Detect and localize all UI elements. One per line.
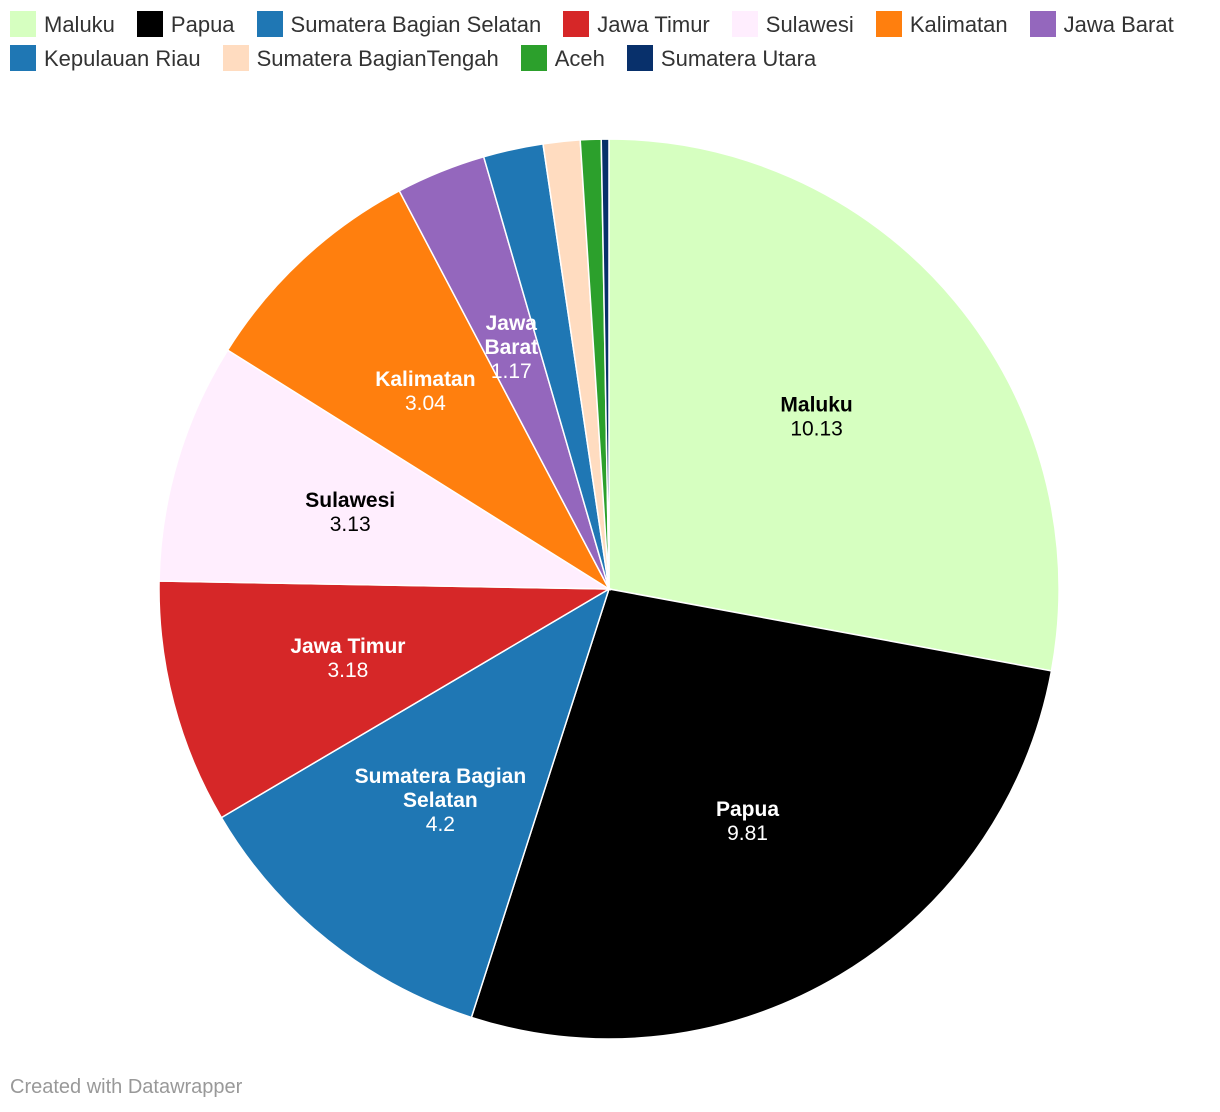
legend-label: Kalimatan <box>909 12 1008 37</box>
legend-item: Jawa Barat <box>1029 8 1174 42</box>
slice-value: 10.13 <box>790 417 843 440</box>
legend-swatch <box>563 11 590 37</box>
slice-value: 3.18 <box>327 659 368 682</box>
legend-swatch <box>10 11 36 37</box>
slice-label: Maluku 10.13 <box>780 393 852 440</box>
legend-label: Aceh <box>554 46 605 71</box>
legend-item: Sumatera Bagian Selatan <box>256 8 542 42</box>
credit-text[interactable]: Created with Datawrapper <box>10 1076 243 1098</box>
legend-swatch <box>731 11 758 37</box>
pie-slice[interactable] <box>158 580 612 819</box>
legend-swatch <box>520 45 547 71</box>
legend-label: Kepulauan Riau <box>44 46 201 71</box>
legend-item: Sumatera Utara <box>626 42 817 76</box>
pie-slice[interactable] <box>600 138 610 590</box>
slice-name: Sulawesi <box>305 489 395 512</box>
legend-swatch <box>256 11 283 37</box>
legend-label: Jawa Barat <box>1063 12 1174 37</box>
legend-swatch <box>1029 11 1056 37</box>
legend-swatch <box>10 45 36 71</box>
legend-label: Jawa Timur <box>597 12 710 37</box>
legend-label: Sulawesi <box>765 12 854 37</box>
legend-item: Maluku <box>10 8 115 42</box>
pie-slice[interactable] <box>470 588 1053 1040</box>
slice-value: 3.13 <box>330 513 371 536</box>
legend-label: Sumatera Utara <box>660 46 817 71</box>
legend-label: Sumatera Bagian Selatan <box>290 12 542 37</box>
pie-slice[interactable] <box>226 189 611 592</box>
slice-value: 4.2 <box>426 813 455 836</box>
slice-label: Sulawesi 3.13 <box>305 489 395 536</box>
slice-name: Sumatera Bagian <box>355 765 527 788</box>
slice-name: Jawa Timur <box>290 635 405 658</box>
pie-slice[interactable] <box>220 587 611 1019</box>
slice-label: Jawa Timur 3.18 <box>290 635 405 682</box>
legend-item: Kepulauan Riau <box>10 42 201 76</box>
legend-item: Sumatera BagianTengah <box>222 42 499 76</box>
legend-item: Sulawesi <box>731 8 854 42</box>
slice-value: 1.17 <box>491 360 532 383</box>
legend-swatch <box>626 45 653 71</box>
slice-name: Papua <box>716 798 779 821</box>
legend-swatch <box>222 45 249 71</box>
slice-value: 3.04 <box>405 392 446 415</box>
slice-label: Sumatera Bagian Selatan 4.2 <box>355 765 527 836</box>
slice-name: Maluku <box>780 393 852 416</box>
slice-label: Kalimatan 3.04 <box>375 368 475 415</box>
legend-item: Kalimatan <box>875 8 1008 42</box>
pie-slice[interactable] <box>158 349 612 590</box>
slice-name: Barat <box>484 336 538 359</box>
slice-name: Kalimatan <box>375 368 475 391</box>
legend-label: Maluku <box>44 12 115 37</box>
slice-name: Jawa <box>486 312 538 335</box>
legend-item: Jawa Timur <box>563 8 710 42</box>
legend-label: Papua <box>170 12 235 37</box>
legend-swatch <box>136 11 163 37</box>
legend-item: Aceh <box>520 42 605 76</box>
slice-name: Selatan <box>403 789 478 812</box>
slice-value: 9.81 <box>727 822 768 845</box>
slice-label: Papua 9.81 <box>716 798 779 845</box>
slice-label: Jawa Barat 1.17 <box>484 312 538 383</box>
legend-swatch <box>875 11 902 37</box>
legend-label: Sumatera BagianTengah <box>256 46 499 71</box>
chart-legend: Maluku Papua Sumatera Bagian Selatan Jawa T… <box>10 8 1205 76</box>
pie-slice[interactable] <box>608 138 1060 672</box>
legend-item: Papua <box>136 8 235 42</box>
